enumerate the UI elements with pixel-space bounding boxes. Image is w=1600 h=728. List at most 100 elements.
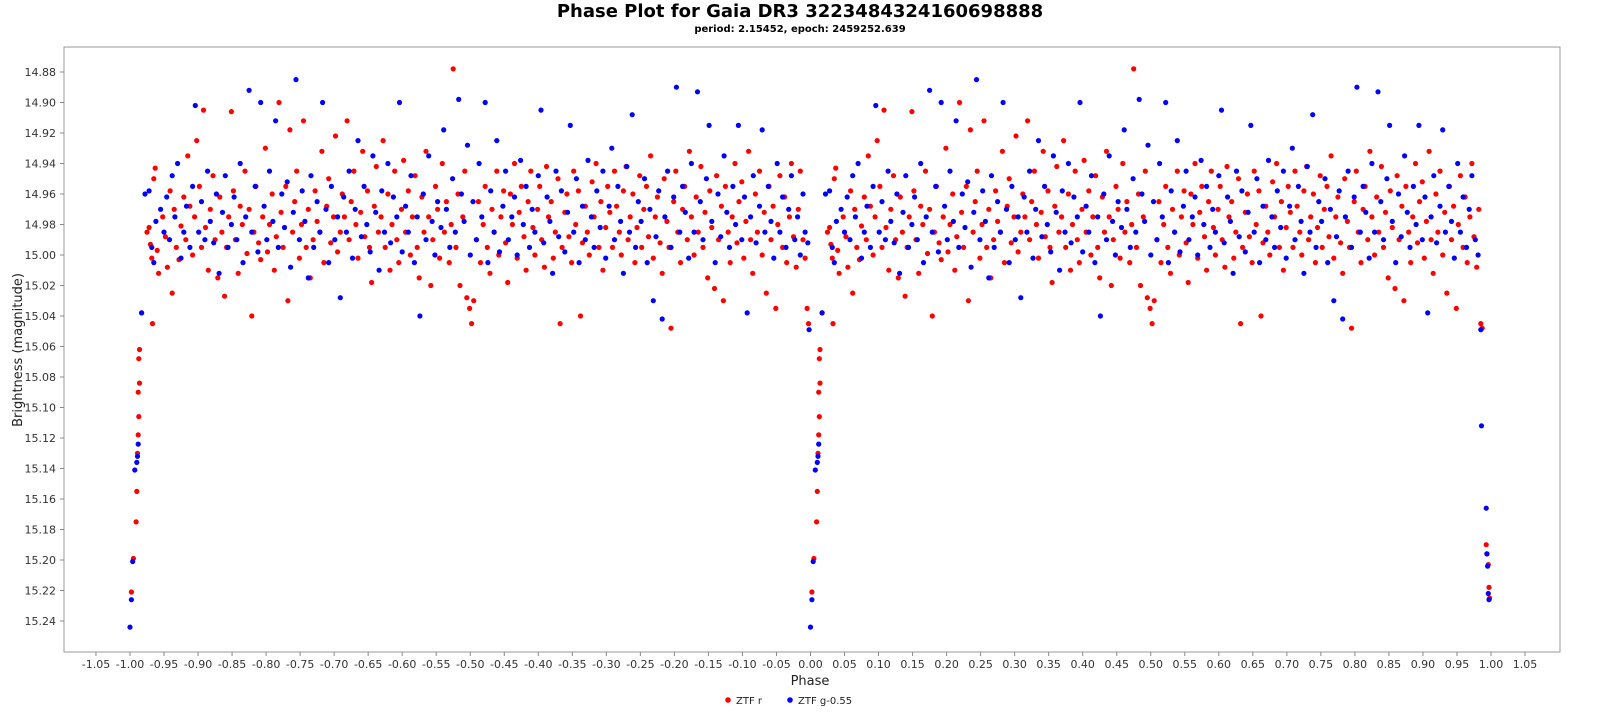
data-point — [441, 229, 447, 235]
data-point — [1147, 305, 1153, 311]
y-tick-label: 15.00 — [25, 249, 57, 262]
data-point — [840, 214, 846, 220]
data-point — [1416, 199, 1423, 205]
data-point — [582, 237, 588, 243]
data-point — [900, 209, 906, 215]
data-point — [684, 237, 690, 243]
x-tick-label: -0.50 — [456, 658, 484, 671]
data-point — [739, 179, 745, 185]
data-point — [835, 247, 841, 253]
data-point — [1274, 188, 1280, 194]
data-point — [1380, 237, 1387, 243]
data-point — [287, 127, 293, 133]
data-point — [633, 244, 639, 250]
data-point — [136, 414, 142, 420]
data-point — [697, 199, 703, 205]
data-point — [494, 138, 500, 144]
data-point — [1124, 199, 1130, 205]
data-point — [385, 191, 391, 197]
data-point — [1065, 191, 1071, 197]
data-point — [795, 206, 801, 212]
data-point — [1292, 168, 1298, 174]
data-point — [364, 188, 371, 194]
data-point — [154, 247, 160, 253]
data-point — [1472, 237, 1478, 243]
data-point — [547, 218, 553, 224]
data-point — [266, 221, 273, 228]
data-point — [603, 224, 609, 231]
data-point — [529, 206, 535, 212]
data-point — [293, 77, 299, 83]
data-point — [750, 270, 756, 276]
data-point — [1235, 176, 1242, 182]
data-point — [644, 260, 650, 266]
data-point — [521, 234, 527, 240]
data-point — [476, 160, 482, 167]
data-point — [1030, 255, 1036, 261]
data-point — [1440, 252, 1446, 258]
data-point — [134, 488, 140, 494]
data-point — [977, 237, 983, 243]
data-point — [848, 188, 854, 194]
data-point — [1221, 240, 1227, 246]
data-point — [230, 188, 236, 194]
data-point — [399, 249, 405, 255]
data-point — [730, 183, 736, 189]
data-point — [1113, 183, 1119, 189]
data-point — [1190, 221, 1196, 228]
data-point — [950, 218, 957, 224]
data-point — [761, 209, 767, 215]
data-point — [505, 237, 511, 243]
data-point — [496, 249, 503, 255]
data-point — [784, 260, 790, 266]
data-point — [270, 218, 276, 224]
data-point — [175, 160, 181, 167]
data-point — [952, 267, 958, 273]
data-point — [319, 148, 325, 154]
data-point — [390, 194, 396, 200]
data-point — [774, 160, 780, 167]
data-point — [532, 252, 538, 258]
data-point — [1314, 224, 1321, 231]
data-point — [786, 214, 793, 220]
data-point — [867, 244, 874, 250]
data-point — [870, 252, 876, 258]
data-point — [1376, 229, 1382, 235]
data-point — [741, 194, 748, 200]
x-tick-label: -0.80 — [252, 658, 280, 671]
data-point — [167, 188, 173, 194]
data-point — [552, 229, 558, 235]
data-point — [1206, 199, 1212, 205]
data-point — [567, 122, 573, 128]
x-tick-label: 0.20 — [934, 658, 959, 671]
data-point — [1053, 209, 1059, 215]
data-point — [1419, 237, 1425, 243]
data-point — [1366, 255, 1372, 261]
data-point — [366, 244, 373, 250]
data-point — [861, 194, 867, 200]
data-point — [464, 295, 470, 301]
y-axis: 14.88 14.90 14.92 14.94 14.96 14.98 15.00 15.02… — [25, 66, 64, 628]
data-point — [1067, 267, 1074, 273]
data-point — [1093, 173, 1099, 179]
data-point — [473, 237, 479, 243]
data-point — [652, 214, 658, 220]
data-point — [1416, 122, 1422, 128]
data-point — [979, 221, 985, 228]
data-point — [802, 255, 808, 261]
data-point — [518, 183, 524, 189]
data-point — [929, 229, 935, 235]
data-point — [564, 191, 570, 197]
data-point — [852, 214, 859, 220]
data-point — [1369, 160, 1375, 167]
data-point — [1222, 264, 1228, 270]
data-point — [1110, 237, 1116, 243]
data-point — [1372, 229, 1378, 235]
data-point — [575, 188, 582, 194]
data-point — [237, 160, 243, 167]
data-point — [950, 191, 956, 197]
x-tick-label: -1.05 — [82, 658, 110, 671]
data-point — [1240, 244, 1246, 250]
data-point — [1431, 173, 1437, 179]
data-point — [618, 252, 624, 258]
